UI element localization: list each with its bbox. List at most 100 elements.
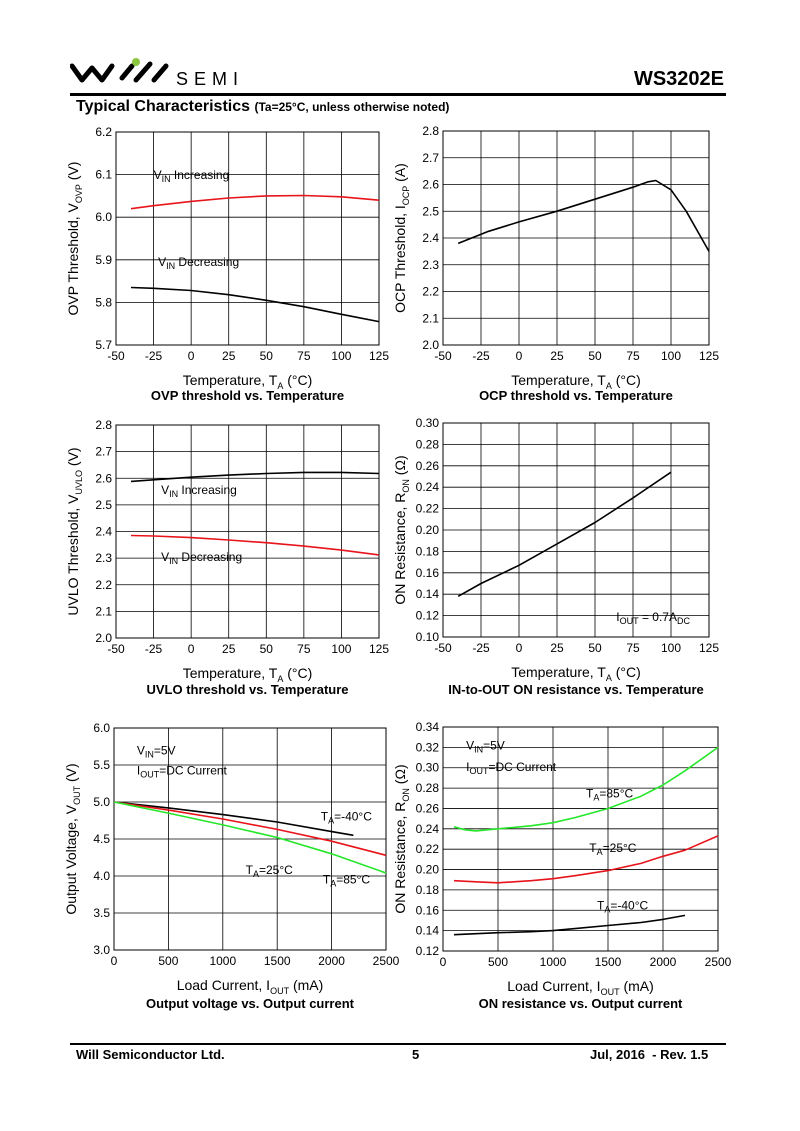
y-tick-label: 0.20 [416, 863, 440, 877]
footer-page-number: 5 [412, 1047, 420, 1062]
x-axis-label: Temperature, TA (°C) [183, 665, 313, 684]
y-tick-label: 3.5 [93, 906, 110, 920]
x-tick-label: 0 [188, 349, 195, 363]
x-tick-label: -50 [107, 349, 125, 363]
x-tick-label: 2500 [373, 954, 400, 968]
x-tick-label: 125 [369, 642, 389, 656]
annotation-label: VIN=5V [466, 738, 505, 754]
y-tick-label: 3.0 [93, 943, 110, 957]
y-tick-label: 2.7 [422, 151, 439, 165]
chart-caption: UVLO threshold vs. Temperature [146, 682, 348, 697]
x-tick-label: 50 [260, 642, 274, 656]
x-tick-label: 1500 [264, 954, 291, 968]
x-tick-label: 50 [588, 349, 602, 363]
y-tick-label: 0.14 [416, 587, 440, 601]
annotation-label: TA=-40°C [321, 810, 373, 826]
y-tick-label: 0.16 [416, 903, 440, 917]
y-tick-label: 0.10 [416, 630, 440, 644]
x-tick-label: -25 [472, 641, 490, 655]
y-tick-label: 0.26 [416, 801, 440, 815]
section-heading: Typical Characteristics [76, 98, 251, 115]
y-tick-label: 6.1 [95, 168, 112, 182]
x-tick-label: 0 [111, 954, 118, 968]
annotation-label: IOUT=DC Current [137, 764, 228, 780]
y-tick-label: 2.8 [422, 124, 439, 138]
x-tick-label: 25 [222, 642, 236, 656]
plot-frame [442, 726, 719, 952]
plot-frame [442, 422, 710, 638]
x-tick-label: -50 [434, 349, 452, 363]
x-axis-label: Temperature, TA (°C) [183, 372, 313, 391]
y-tick-label: 0.30 [416, 416, 440, 430]
y-tick-label: 0.30 [416, 761, 440, 775]
logo-text: SEMI [176, 69, 245, 89]
company-logo-icon [70, 58, 169, 83]
x-tick-label: 75 [626, 349, 640, 363]
chart-caption: ON resistance vs. Output current [479, 996, 683, 1011]
annotation-label: VIN Increasing [154, 168, 230, 184]
y-tick-label: 0.22 [416, 842, 440, 856]
y-tick-label: 2.6 [95, 471, 112, 485]
y-tick-label: 2.2 [95, 578, 112, 592]
footer-company: Will Semiconductor Ltd. [76, 1047, 225, 1062]
y-tick-label: 2.5 [95, 498, 112, 512]
footer-divider [70, 1043, 726, 1045]
x-tick-label: -50 [107, 642, 125, 656]
y-tick-label: 0.24 [416, 822, 440, 836]
chart-caption: Output voltage vs. Output current [146, 996, 355, 1011]
y-tick-label: 0.28 [416, 437, 440, 451]
y-tick-label: 6.0 [95, 210, 112, 224]
y-tick-label: 0.18 [416, 544, 440, 558]
annotation-label: VIN Decreasing [158, 255, 239, 271]
annotation-label: VIN Decreasing [161, 550, 242, 566]
y-tick-label: 0.16 [416, 566, 440, 580]
y-tick-label: 2.6 [422, 178, 439, 192]
y-axis-label: UVLO Threshold, VUVLO (V) [65, 447, 84, 615]
footer-revision: Jul, 2016 - Rev. 1.5 [590, 1047, 709, 1062]
y-tick-label: 0.14 [416, 924, 440, 938]
y-axis-label: Output Voltage, VOUT (V) [63, 763, 82, 914]
y-tick-label: 0.22 [416, 502, 440, 516]
x-tick-label: -25 [145, 349, 163, 363]
part-number: WS3202E [633, 68, 724, 90]
y-tick-label: 0.24 [416, 480, 440, 494]
y-tick-label: 0.32 [416, 740, 440, 754]
x-tick-label: 100 [661, 349, 681, 363]
x-axis-label: Load Current, IOUT (mA) [177, 977, 324, 996]
annotation-label: IOUT = 0.7ADC [616, 610, 690, 626]
x-tick-label: 50 [588, 641, 602, 655]
x-tick-label: 100 [661, 641, 681, 655]
y-axis-label: ON Resistance, RON (Ω) [392, 455, 411, 604]
y-tick-label: 2.3 [422, 258, 439, 272]
series-line-3 [453, 914, 686, 936]
y-tick-label: 2.1 [95, 604, 112, 618]
x-axis-label: Load Current, IOUT (mA) [507, 978, 654, 997]
section-condition: (Ta=25°C, unless otherwise noted) [254, 100, 450, 114]
series-line-2 [453, 835, 719, 884]
y-tick-label: 5.8 [95, 295, 112, 309]
y-tick-label: 5.5 [93, 758, 110, 772]
x-tick-label: 500 [158, 954, 178, 968]
x-tick-label: -50 [434, 641, 452, 655]
annotation-label: TA=85°C [586, 786, 634, 802]
chart-2: -50 -25 0 25 50 75 100 125 2.0 2.1 2.2 2.3 2.4 2.5 2.6… [392, 124, 719, 403]
y-tick-label: 2.4 [422, 231, 439, 245]
plot-frame [115, 424, 380, 639]
x-tick-label: 0 [188, 642, 195, 656]
x-tick-label: 0 [516, 349, 523, 363]
series-line-2 [113, 801, 387, 857]
y-tick-label: 2.0 [95, 631, 112, 645]
section-title: Typical Characteristics (Ta=25°C, unless… [76, 98, 449, 116]
x-tick-label: 2500 [705, 955, 732, 969]
x-tick-label: -25 [472, 349, 490, 363]
y-tick-label: 2.1 [422, 311, 439, 325]
x-tick-label: 125 [699, 349, 719, 363]
chart-4: -50 -25 0 25 50 75 100 125 0.10 0.12 0.14 0.16 0.18 0… [392, 416, 719, 697]
series-line-3 [113, 801, 387, 874]
y-axis-label: OVP Threshold, VOVP (V) [65, 162, 84, 316]
x-tick-label: 1000 [540, 955, 567, 969]
plot-frame [113, 727, 387, 951]
x-tick-label: 1000 [209, 954, 236, 968]
x-tick-label: 25 [222, 349, 236, 363]
y-tick-label: 2.3 [95, 551, 112, 565]
